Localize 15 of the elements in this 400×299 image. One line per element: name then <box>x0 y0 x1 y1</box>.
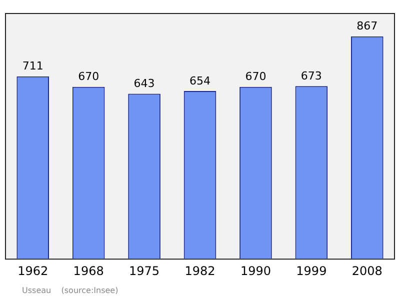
x-tick-label: 1999 <box>296 264 327 278</box>
data-label: 867 <box>356 20 378 33</box>
x-tick-label: 1975 <box>129 264 160 278</box>
data-label: 711 <box>22 60 44 73</box>
x-tick-label: 1982 <box>184 264 216 278</box>
x-tick-label: 1968 <box>73 264 104 278</box>
text: Usseau (source:Insee) <box>22 286 118 295</box>
data-label: 670 <box>245 70 266 84</box>
x-tick-label: 1962 <box>18 264 48 278</box>
x-tick-label: 1990 <box>240 264 271 278</box>
data-label: 673 <box>300 69 322 82</box>
data-label: 643 <box>134 77 155 90</box>
data-label: 670 <box>78 70 100 84</box>
x-tick-label: 2008 <box>352 264 382 278</box>
data-label: 654 <box>190 74 210 88</box>
